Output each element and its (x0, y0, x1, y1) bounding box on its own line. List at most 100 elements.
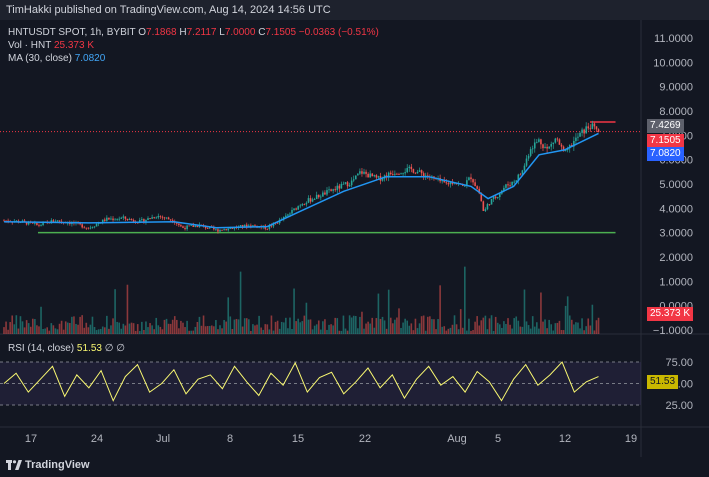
volume-bar (23, 327, 26, 334)
candle-body (217, 229, 219, 232)
volume-bar (176, 319, 178, 334)
candle-body (83, 227, 86, 229)
candle-body (330, 189, 332, 191)
volume-bar (64, 321, 67, 334)
candle-body (354, 175, 357, 180)
candle-body (416, 171, 419, 174)
volume-bar (476, 316, 478, 334)
candle-body (69, 222, 71, 225)
volume-bar (490, 315, 493, 334)
volume-bar (272, 330, 275, 334)
volume-bar (523, 289, 526, 334)
volume-bar (455, 324, 458, 334)
volume-bar (56, 329, 59, 334)
volume-bar (359, 316, 361, 334)
candle-body (40, 225, 42, 226)
volume-bar (373, 327, 376, 334)
volume-bar (486, 329, 489, 334)
candle-body (583, 129, 585, 134)
volume-bar (194, 326, 197, 334)
volume-bar (210, 325, 213, 334)
candle-body (122, 216, 125, 218)
volume-bar (472, 330, 474, 334)
volume-bar (108, 328, 110, 334)
candle-body (303, 204, 306, 205)
volume-bar (237, 319, 240, 334)
candle-body (320, 196, 322, 198)
volume-bar (595, 320, 598, 334)
volume-bar (227, 297, 230, 334)
candle-body (245, 224, 248, 228)
candle-body (93, 226, 96, 228)
candle-body (36, 222, 38, 225)
volume-bar (301, 321, 304, 334)
candle-body (176, 222, 178, 224)
volume-bar (66, 322, 69, 334)
volume-bar (262, 329, 265, 334)
volume-bar (206, 326, 209, 334)
candle-body (375, 175, 378, 178)
tradingview-brand: TradingView (25, 459, 90, 471)
volume-bar (19, 316, 22, 334)
ma-line (3, 132, 599, 229)
volume-bar (435, 329, 437, 334)
volume-bar (186, 320, 188, 334)
candle-body (128, 219, 131, 221)
candle-body (159, 215, 162, 217)
volume-bar (420, 316, 423, 334)
candle-body (52, 220, 55, 222)
candle-body (250, 225, 252, 227)
candle-body (348, 185, 351, 187)
candle-body (326, 190, 328, 195)
volume-bar (482, 317, 485, 334)
volume-bar (299, 322, 302, 334)
volume-bar (350, 317, 353, 334)
ma-legend: MA (30, close) 7.0820 (8, 52, 105, 65)
candle-body (579, 132, 581, 137)
candle-body (560, 144, 563, 147)
ma-label: MA (30, close) (8, 53, 72, 64)
volume-bar (180, 320, 182, 334)
volume-bar (69, 323, 71, 334)
volume-bar (235, 318, 238, 334)
candle-body (293, 208, 295, 211)
x-axis-tick: Jul (156, 433, 170, 445)
candle-body (472, 179, 474, 183)
candle-body (418, 170, 421, 172)
volume-bar (324, 319, 326, 334)
candle-body (270, 225, 273, 227)
candle-body (85, 227, 88, 229)
candle-body (317, 194, 320, 198)
candle-body (494, 196, 497, 198)
candle-body (231, 228, 234, 230)
candle-body (412, 169, 415, 173)
volume-bar (546, 328, 548, 334)
candle-body (116, 219, 118, 220)
candle-body (361, 171, 363, 174)
volume-bar (110, 325, 112, 334)
x-axis-tick: 19 (625, 433, 637, 445)
candle-body (357, 173, 359, 176)
volume-bar (266, 324, 269, 334)
tradingview-logo[interactable]: TradingView (6, 459, 90, 471)
volume-bar (354, 316, 357, 334)
candle-body (422, 173, 425, 177)
volume-bar (369, 323, 371, 334)
candle-body (188, 225, 190, 227)
chart-area[interactable] (0, 20, 709, 457)
volume-bar (519, 326, 522, 334)
x-axis-tick: 24 (91, 433, 103, 445)
candle-body (406, 168, 409, 173)
volume-bar (583, 330, 585, 334)
rsi-value: 51.53 (76, 343, 102, 354)
volume-bar (42, 328, 44, 334)
volume-bar (309, 319, 312, 334)
price-chart[interactable]: 11.000010.00009.00008.00007.00006.00005.… (0, 20, 709, 457)
volume-bar (40, 306, 42, 334)
volume-bar (151, 325, 153, 334)
candle-body (546, 146, 548, 149)
candle-body (79, 222, 81, 225)
x-axis-tick: 5 (495, 433, 501, 445)
candle-body (369, 173, 371, 178)
volume-bar (75, 323, 77, 334)
